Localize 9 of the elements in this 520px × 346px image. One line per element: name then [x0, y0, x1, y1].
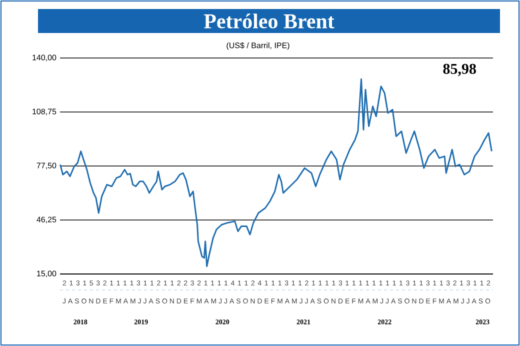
chart-subtitle: (US$ / Barril, IPE) — [226, 42, 290, 50]
chart-title: Petróleo Brent — [204, 14, 334, 28]
y-tick-label: 140,00 — [32, 54, 56, 62]
line-series — [59, 78, 492, 268]
y-tick-label: 15,00 — [37, 270, 56, 278]
y-tick-label: 77,50 — [36, 162, 56, 170]
y-tick-label: 46,25 — [36, 216, 56, 224]
y-tick-label: 108,75 — [32, 108, 56, 116]
annotation: 85,98 — [443, 64, 476, 76]
